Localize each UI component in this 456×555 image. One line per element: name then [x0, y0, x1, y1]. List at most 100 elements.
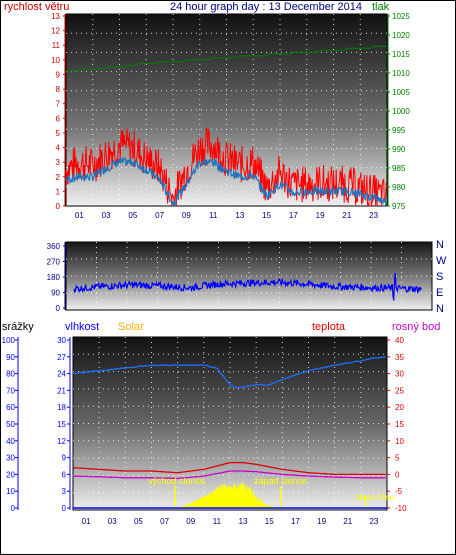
- temperature-axis-label: 15: [395, 420, 404, 429]
- rain-axis-label: 90: [6, 353, 15, 362]
- pressure-axis-label: 975: [392, 202, 406, 211]
- humidity-line: [72, 356, 386, 389]
- humidity-axis-label: 12: [57, 437, 66, 446]
- wind-axis-label: 13: [51, 12, 60, 21]
- wind-xtick: 01: [75, 211, 84, 220]
- wind-axis-label: 3: [56, 158, 61, 167]
- bottom-xtick: 19: [317, 517, 326, 526]
- humidity-axis-label: 0: [62, 504, 67, 513]
- wind-xtick: 07: [155, 211, 164, 220]
- sunset-label: západ slunce: [254, 476, 307, 486]
- pressure-axis-label: 1010: [392, 69, 410, 78]
- temperature-axis-label: 35: [395, 353, 404, 362]
- wind-axis-label: 1: [56, 187, 61, 196]
- wind-direction-line: [73, 272, 422, 301]
- rain-axis-label: 0: [11, 504, 16, 513]
- rain-axis-label: 100: [2, 336, 16, 345]
- compass-letter: W: [436, 255, 447, 267]
- bottom-xtick: 23: [369, 517, 378, 526]
- wind-axis-label: 12: [51, 27, 60, 36]
- humidity-axis-label: 6: [62, 470, 67, 479]
- wind-axis-label: 7: [56, 100, 61, 109]
- rain-axis-label: 40: [6, 437, 15, 446]
- humidity-axis-label: 3: [62, 487, 67, 496]
- wind-axis-label: 2: [56, 173, 61, 182]
- temperature-axis-label: 0: [395, 470, 400, 479]
- wind-axis-label: 11: [52, 41, 61, 50]
- bottom-xtick: 07: [160, 517, 169, 526]
- rain-axis-label: 20: [6, 470, 15, 479]
- rain-axis-label: 60: [6, 403, 15, 412]
- sunrise-label: východ slunce: [148, 476, 205, 486]
- rain-axis-label: 10: [6, 487, 15, 496]
- compass-letter: N: [436, 239, 444, 251]
- wind-xtick: 21: [342, 211, 351, 220]
- wind-axis-label: 8: [56, 85, 61, 94]
- solar-label: Solar: [118, 321, 144, 333]
- pressure-axis-label: 1000: [392, 107, 410, 116]
- humidity-axis-label: 27: [57, 353, 66, 362]
- chart-title: 24 hour graph day : 13 December 2014: [170, 1, 362, 13]
- wind-xtick: 03: [102, 211, 111, 220]
- temperature-axis-label: 10: [395, 437, 404, 446]
- direction-axis-label: 90: [51, 289, 60, 298]
- direction-axis-label: 180: [47, 273, 61, 282]
- bottom-xtick: 05: [134, 517, 143, 526]
- bottom-xtick: 09: [186, 517, 195, 526]
- wind-axis-label: 10: [51, 56, 60, 65]
- pressure-axis-label: tlak: [372, 1, 390, 13]
- humidity-axis-label: 9: [62, 454, 67, 463]
- temperature-axis-label: 40: [395, 336, 404, 345]
- humidity-axis-label: 30: [57, 336, 66, 345]
- pressure-axis-label: 990: [392, 145, 406, 154]
- temperature-line: [72, 461, 386, 476]
- humidity-axis-label: 21: [57, 386, 66, 395]
- wind-xtick: 15: [262, 211, 271, 220]
- temperature-axis-label: 30: [395, 370, 404, 379]
- direction-axis-label: 360: [47, 242, 61, 251]
- bottom-xtick: 03: [108, 517, 117, 526]
- wind-xtick: 13: [235, 211, 244, 220]
- bottom-xtick: 13: [239, 517, 248, 526]
- direction-axis-label: 0: [56, 304, 61, 313]
- wind-axis-label: 9: [56, 70, 61, 79]
- solar-area: [171, 481, 283, 509]
- pressure-axis-label: 995: [392, 126, 406, 135]
- pressure-axis-label: 1020: [392, 31, 410, 40]
- humidity-axis-label: 15: [57, 420, 66, 429]
- pressure-axis-label: 1005: [392, 88, 410, 97]
- moonrise-label: Moon Rise: [356, 493, 395, 502]
- rain-axis-label: 30: [6, 454, 15, 463]
- wind-average-line: [65, 156, 387, 207]
- humidity-axis-label: 18: [57, 403, 66, 412]
- pressure-axis-label: 1025: [392, 12, 410, 21]
- compass-letter: S: [436, 271, 443, 283]
- wind-axis-label: 6: [56, 114, 61, 123]
- bottom-xtick: 01: [82, 517, 91, 526]
- rain-axis-label: 80: [6, 370, 15, 379]
- temperature-axis-label: 25: [395, 386, 404, 395]
- wind-xtick: 05: [128, 211, 137, 220]
- rain-axis-label: 50: [6, 420, 15, 429]
- wind-axis-label: 5: [56, 129, 61, 138]
- temperature-label: teplota: [312, 321, 346, 333]
- humidity-axis-label: 24: [57, 370, 66, 379]
- wind-xtick: 23: [369, 211, 378, 220]
- wind-axis-label: rychlost větru: [4, 1, 69, 13]
- wind-axis-label: 0: [56, 202, 61, 211]
- pressure-line: [66, 45, 387, 72]
- bottom-xtick: 11: [213, 517, 222, 526]
- compass-letter: E: [436, 287, 443, 299]
- wind-xtick: 19: [316, 211, 325, 220]
- temperature-axis-label: 5: [395, 454, 400, 463]
- wind-xtick: 17: [289, 211, 298, 220]
- wind-axis-label: 4: [56, 144, 61, 153]
- humidity-axis-label: vlhkost: [65, 321, 99, 333]
- bottom-xtick: 17: [291, 517, 300, 526]
- dewpoint-label: rosný bod: [392, 321, 440, 333]
- dewpoint-line: [73, 470, 386, 480]
- bottom-xtick: 21: [343, 517, 352, 526]
- wind-xtick: 11: [209, 211, 218, 220]
- rain-axis-label: 70: [6, 386, 15, 395]
- wind-gust-line: [65, 126, 387, 207]
